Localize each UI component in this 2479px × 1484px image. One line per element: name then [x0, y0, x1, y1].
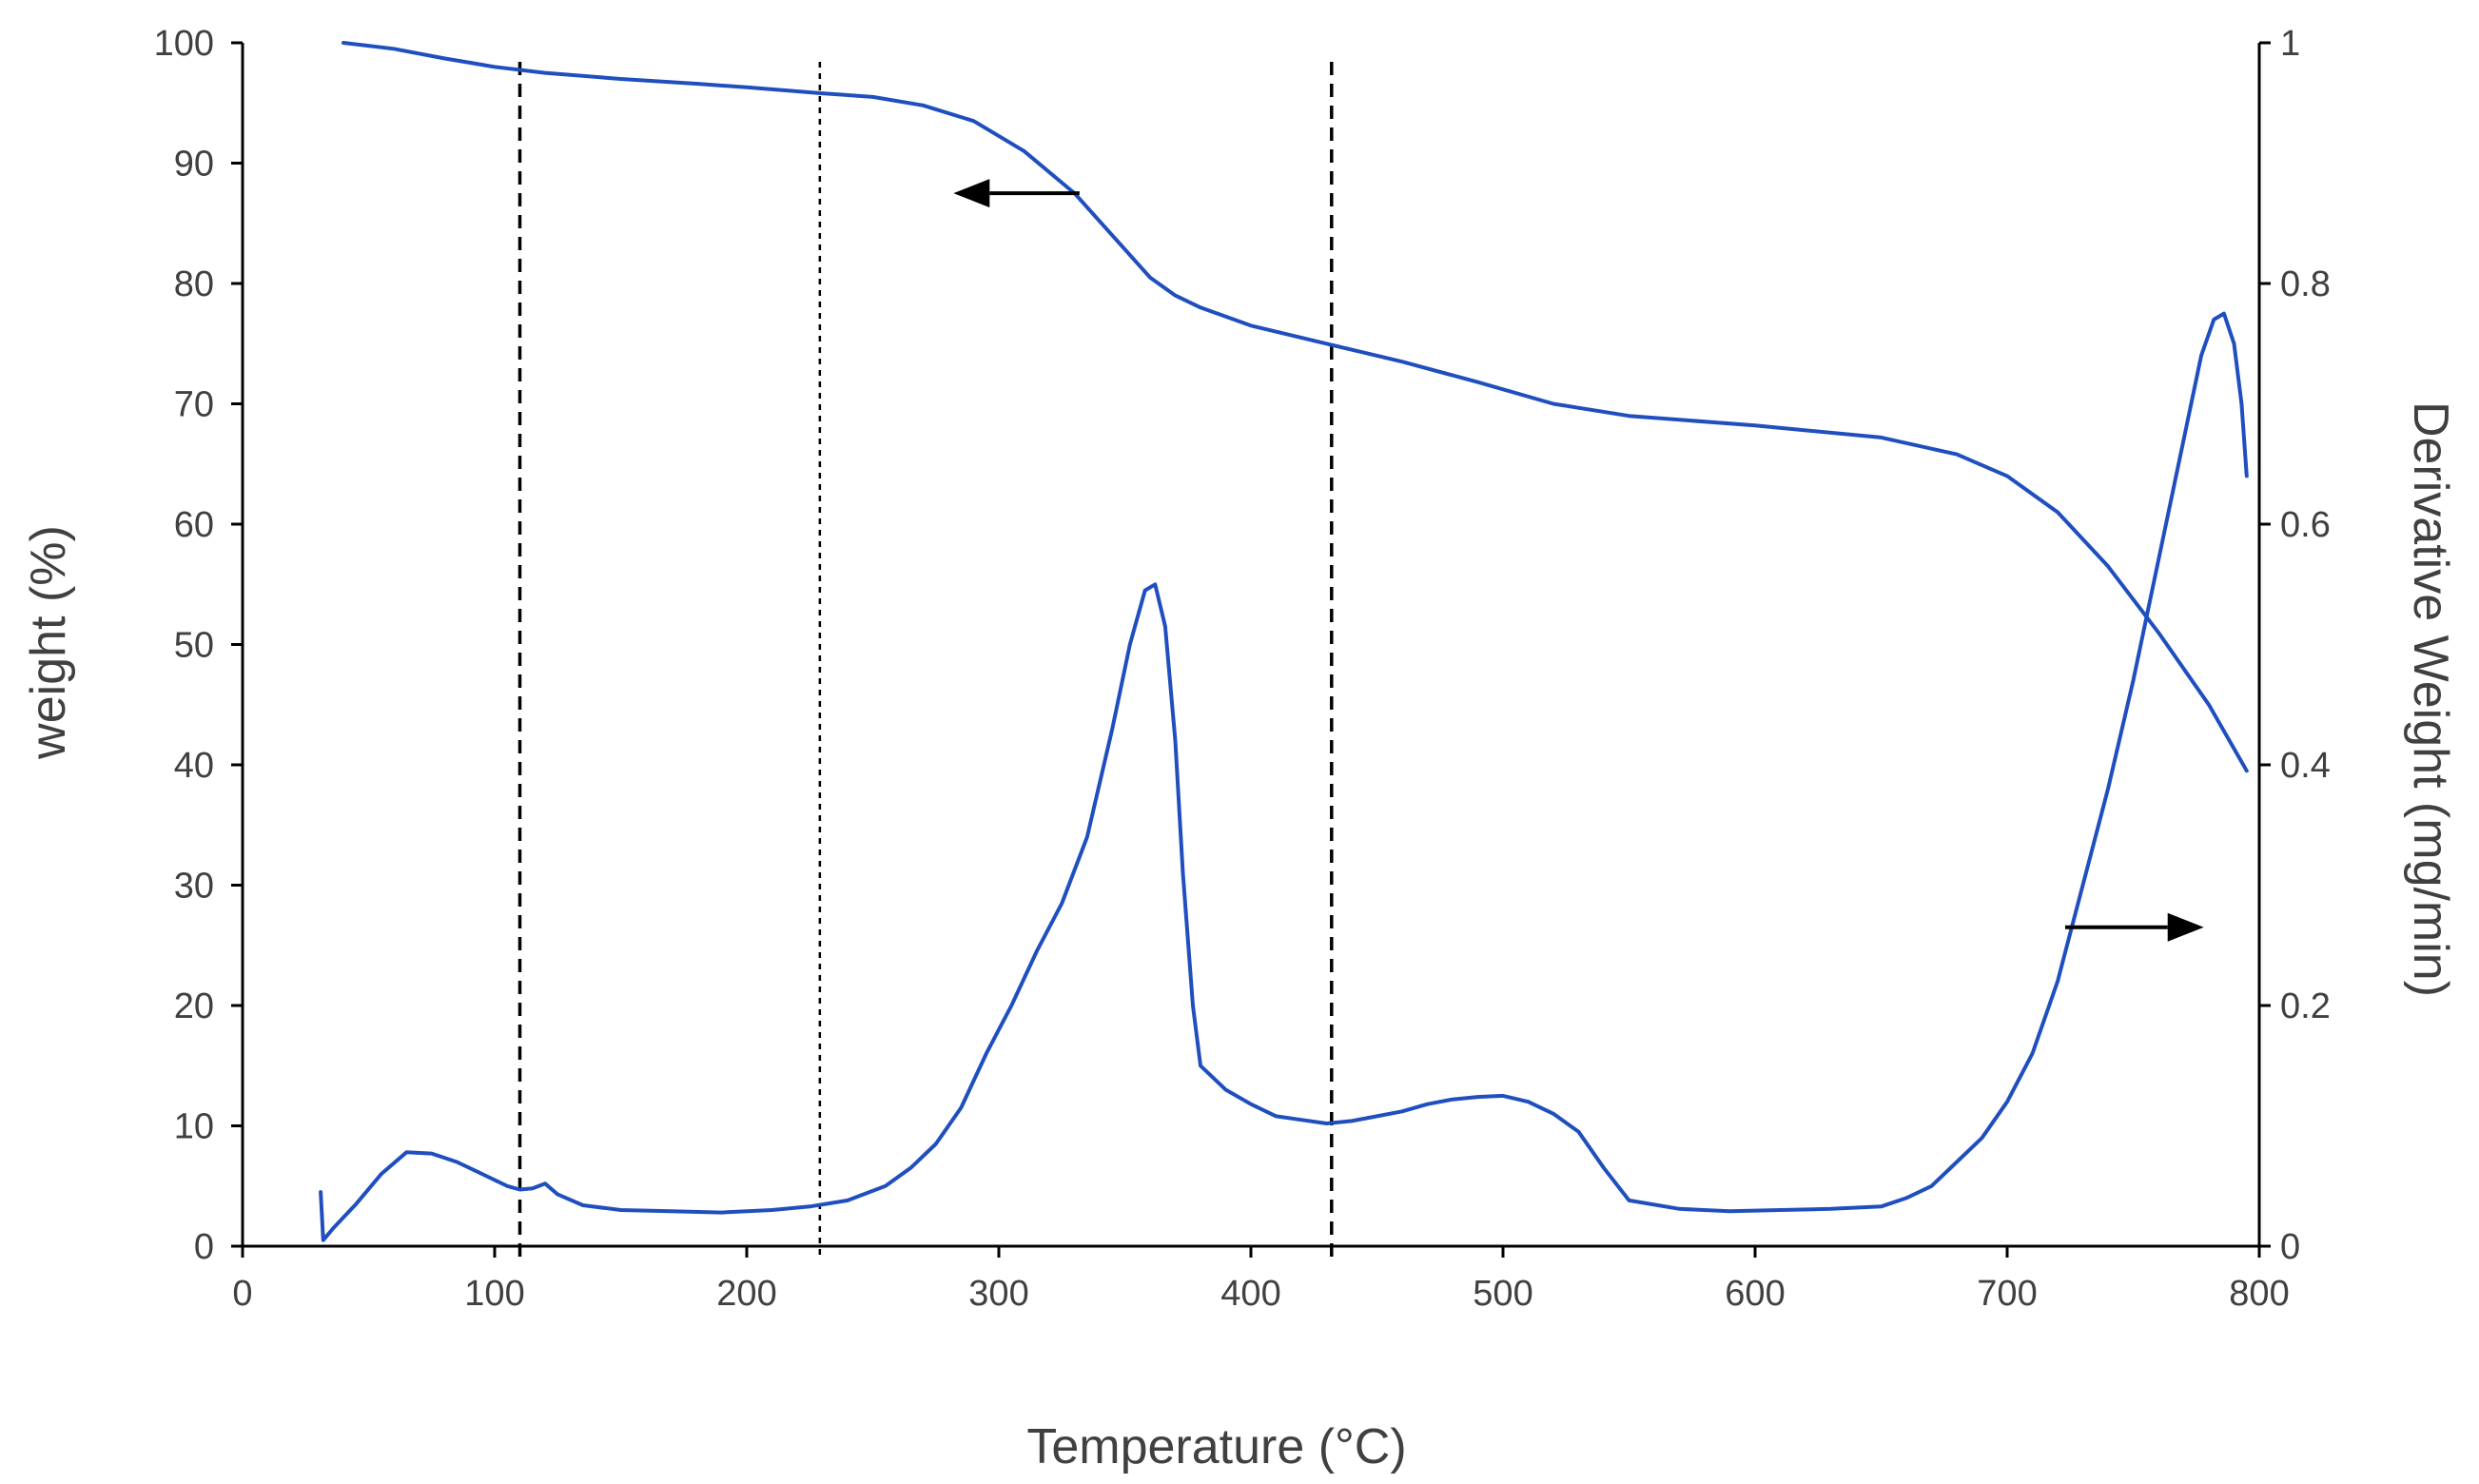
left-y-tick-label: 90 [174, 145, 214, 185]
left-y-axis-ticks: 0 10 20 30 40 50 60 70 80 90 100 [154, 24, 243, 1267]
vertical-markers [517, 62, 1334, 1258]
left-y-tick-label: 100 [154, 24, 214, 64]
left-y-tick-label: 80 [174, 264, 214, 304]
arrow-head [953, 179, 990, 208]
x-tick-label: 200 [716, 1274, 776, 1314]
left-y-axis-title: weight (%) [21, 525, 76, 760]
weight-series-line [342, 41, 2249, 773]
arrow-head [2167, 912, 2204, 942]
left-y-tick-label: 10 [174, 1107, 214, 1147]
right-y-axis-ticks: 0 0.2 0.4 0.6 0.8 1 [2259, 24, 2331, 1267]
left-y-tick-label: 40 [174, 746, 214, 786]
series [319, 41, 2249, 1242]
x-tick-label: 800 [2229, 1274, 2289, 1314]
left-y-tick-label: 0 [194, 1227, 214, 1267]
x-tick-label: 100 [464, 1274, 524, 1314]
right-y-tick-label: 0.6 [2280, 505, 2331, 545]
right-y-tick-label: 0.4 [2280, 746, 2331, 786]
left-y-tick-label: 30 [174, 867, 214, 907]
x-tick-label: 600 [1725, 1274, 1785, 1314]
x-axis-ticks: 0 100 200 300 400 500 600 700 800 [232, 1246, 2290, 1314]
arrow-right [2064, 912, 2204, 942]
right-y-tick-label: 0 [2280, 1227, 2300, 1267]
right-y-tick-label: 0.8 [2280, 264, 2331, 304]
arrow-left [953, 179, 1080, 208]
right-y-tick-label: 0.2 [2280, 986, 2331, 1026]
annotations [953, 179, 2204, 942]
left-y-tick-label: 20 [174, 986, 214, 1026]
left-y-tick-label: 60 [174, 505, 214, 545]
derivative-weight-series-line [319, 311, 2249, 1242]
left-y-tick-label: 70 [174, 385, 214, 425]
x-tick-label: 0 [232, 1274, 252, 1314]
x-tick-label: 700 [1977, 1274, 2037, 1314]
right-y-axis-title: Derivative Weight (mg/min) [2403, 401, 2458, 997]
x-tick-label: 500 [1473, 1274, 1532, 1314]
x-axis-title: Temperature (°C) [1026, 1419, 1406, 1474]
axes [241, 43, 2261, 1248]
right-y-tick-label: 1 [2280, 24, 2300, 64]
x-tick-label: 400 [1220, 1274, 1280, 1314]
left-y-tick-label: 50 [174, 626, 214, 666]
x-tick-label: 300 [968, 1274, 1028, 1314]
